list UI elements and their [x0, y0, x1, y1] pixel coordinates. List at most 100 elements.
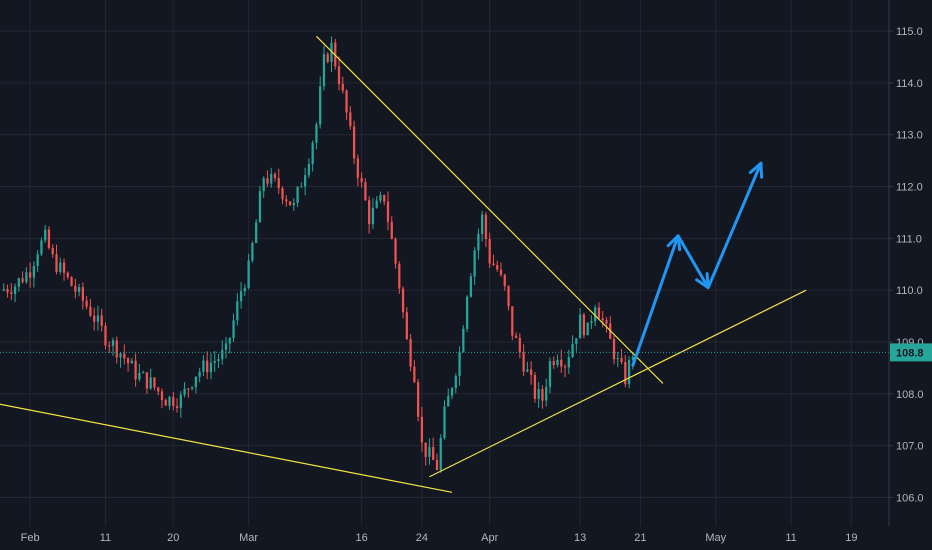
candle-body [149, 377, 152, 389]
candle-body [424, 442, 427, 457]
x-tick-label: 13 [574, 532, 586, 544]
candle-body [541, 389, 544, 401]
candle-body [398, 263, 401, 289]
x-tick-label: 24 [416, 532, 428, 544]
candle-body [262, 178, 265, 192]
candle-body [556, 359, 559, 365]
candle-body [435, 459, 439, 470]
candle-body [465, 296, 469, 329]
candle-body [518, 337, 521, 353]
candle-body [29, 272, 32, 278]
candle-body [183, 388, 186, 395]
candle-body [232, 320, 235, 338]
candle-body [209, 362, 213, 373]
candle-body [300, 186, 303, 188]
candle-body [273, 173, 277, 178]
candle-body [62, 262, 66, 273]
candle-body [578, 314, 582, 339]
candle-body [251, 242, 254, 261]
candle-body [349, 112, 352, 127]
candle-body [390, 221, 393, 239]
candle-body [616, 358, 619, 360]
candle-body [492, 263, 495, 266]
candle-body [612, 339, 616, 360]
candle-body [484, 214, 488, 240]
candle-body [285, 199, 288, 202]
candle-body [221, 349, 224, 360]
candle-body [567, 357, 570, 368]
candle-body [55, 254, 58, 272]
candle-body [217, 359, 220, 361]
candle-body [360, 177, 363, 183]
y-axis[interactable]: 106.0107.0108.0109.0110.0111.0112.0113.0… [889, 26, 924, 504]
candle-body [341, 83, 344, 91]
candle-body [537, 389, 540, 399]
candle-body [511, 306, 514, 336]
trendline-support-lower[interactable] [0, 403, 453, 493]
candle-body [364, 182, 367, 201]
candle-body [394, 238, 397, 264]
x-tick-label: 11 [785, 532, 796, 544]
candle-body [190, 387, 194, 389]
candle-body [160, 391, 164, 401]
candle-body [270, 173, 273, 184]
projection-arrowhead-3 [748, 161, 764, 179]
candle-body [51, 247, 54, 255]
candle-body [213, 360, 216, 363]
candle-body [157, 387, 160, 392]
x-tick-label: Apr [481, 532, 498, 544]
candle-body [239, 291, 243, 302]
candle-body [32, 265, 36, 278]
candle-body [552, 361, 555, 365]
candle-body [620, 358, 623, 363]
y-tick-label: 106.0 [896, 492, 924, 504]
y-tick-label: 113.0 [896, 130, 923, 142]
projection-arrowhead-1 [666, 234, 682, 252]
candle-body [2, 289, 5, 291]
candle-body [409, 339, 412, 367]
candle-body [575, 338, 578, 344]
candle-body [352, 126, 356, 159]
candle-body [548, 361, 552, 387]
candle-body [627, 359, 631, 385]
x-tick-label: Mar [239, 532, 258, 544]
candle-body [307, 164, 311, 176]
x-axis[interactable]: Feb 11 20 Mar 16 24 Apr 13 21 May 11 19 [21, 532, 858, 544]
candle-body [258, 191, 262, 223]
candle-body [59, 262, 62, 272]
candle-body [496, 265, 499, 270]
candle-body [326, 54, 329, 62]
candle-body [405, 312, 408, 340]
candle-body [597, 307, 601, 319]
candle-body [123, 353, 126, 359]
candle-body [134, 360, 137, 380]
candle-body [319, 86, 322, 125]
candle-body [296, 187, 299, 203]
candle-body [413, 366, 416, 383]
trendline-resistance[interactable] [315, 35, 664, 384]
x-tick-label: Feb [21, 532, 40, 544]
candle-body [386, 201, 390, 222]
candle-body [443, 406, 446, 439]
candle-body [462, 328, 465, 352]
candle-body [47, 229, 51, 248]
candle-body [266, 178, 269, 184]
candle-body [111, 340, 115, 346]
candle-body [194, 376, 198, 388]
candle-body [379, 195, 382, 201]
candle-body [477, 233, 480, 251]
candle-body [586, 322, 589, 336]
candle-body [13, 286, 17, 294]
candle-body [172, 396, 175, 407]
last-price-badge: 108.8 [890, 343, 932, 362]
candle-body [533, 375, 537, 399]
candle-body [281, 188, 284, 200]
trendline-support-rising[interactable] [429, 289, 807, 478]
candle-body [168, 396, 171, 406]
candle-body [85, 300, 88, 307]
projection-arrow [631, 161, 764, 367]
candle-body [119, 353, 122, 358]
projection-path[interactable] [631, 161, 763, 367]
candle-body [288, 201, 292, 206]
